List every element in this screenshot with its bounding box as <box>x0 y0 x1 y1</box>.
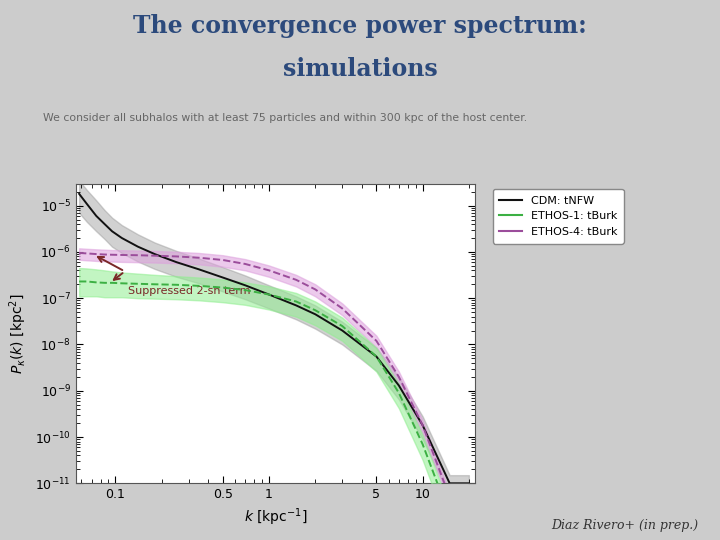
Text: Diaz Rivero+ (in prep.): Diaz Rivero+ (in prep.) <box>552 519 698 532</box>
Text: Suppressed 2-sh term: Suppressed 2-sh term <box>127 286 250 296</box>
Y-axis label: $P_{\kappa}(k)$ [kpc$^2$]: $P_{\kappa}(k)$ [kpc$^2$] <box>8 293 30 374</box>
Text: simulations: simulations <box>283 57 437 80</box>
Text: The convergence power spectrum:: The convergence power spectrum: <box>133 14 587 37</box>
Text: We consider all subhalos with at least 75 particles and within 300 kpc of the ho: We consider all subhalos with at least 7… <box>43 113 527 124</box>
X-axis label: $k$ [kpc$^{-1}$]: $k$ [kpc$^{-1}$] <box>243 507 307 528</box>
Legend: CDM: tNFW, ETHOS-1: tBurk, ETHOS-4: tBurk: CDM: tNFW, ETHOS-1: tBurk, ETHOS-4: tBur… <box>492 189 624 244</box>
